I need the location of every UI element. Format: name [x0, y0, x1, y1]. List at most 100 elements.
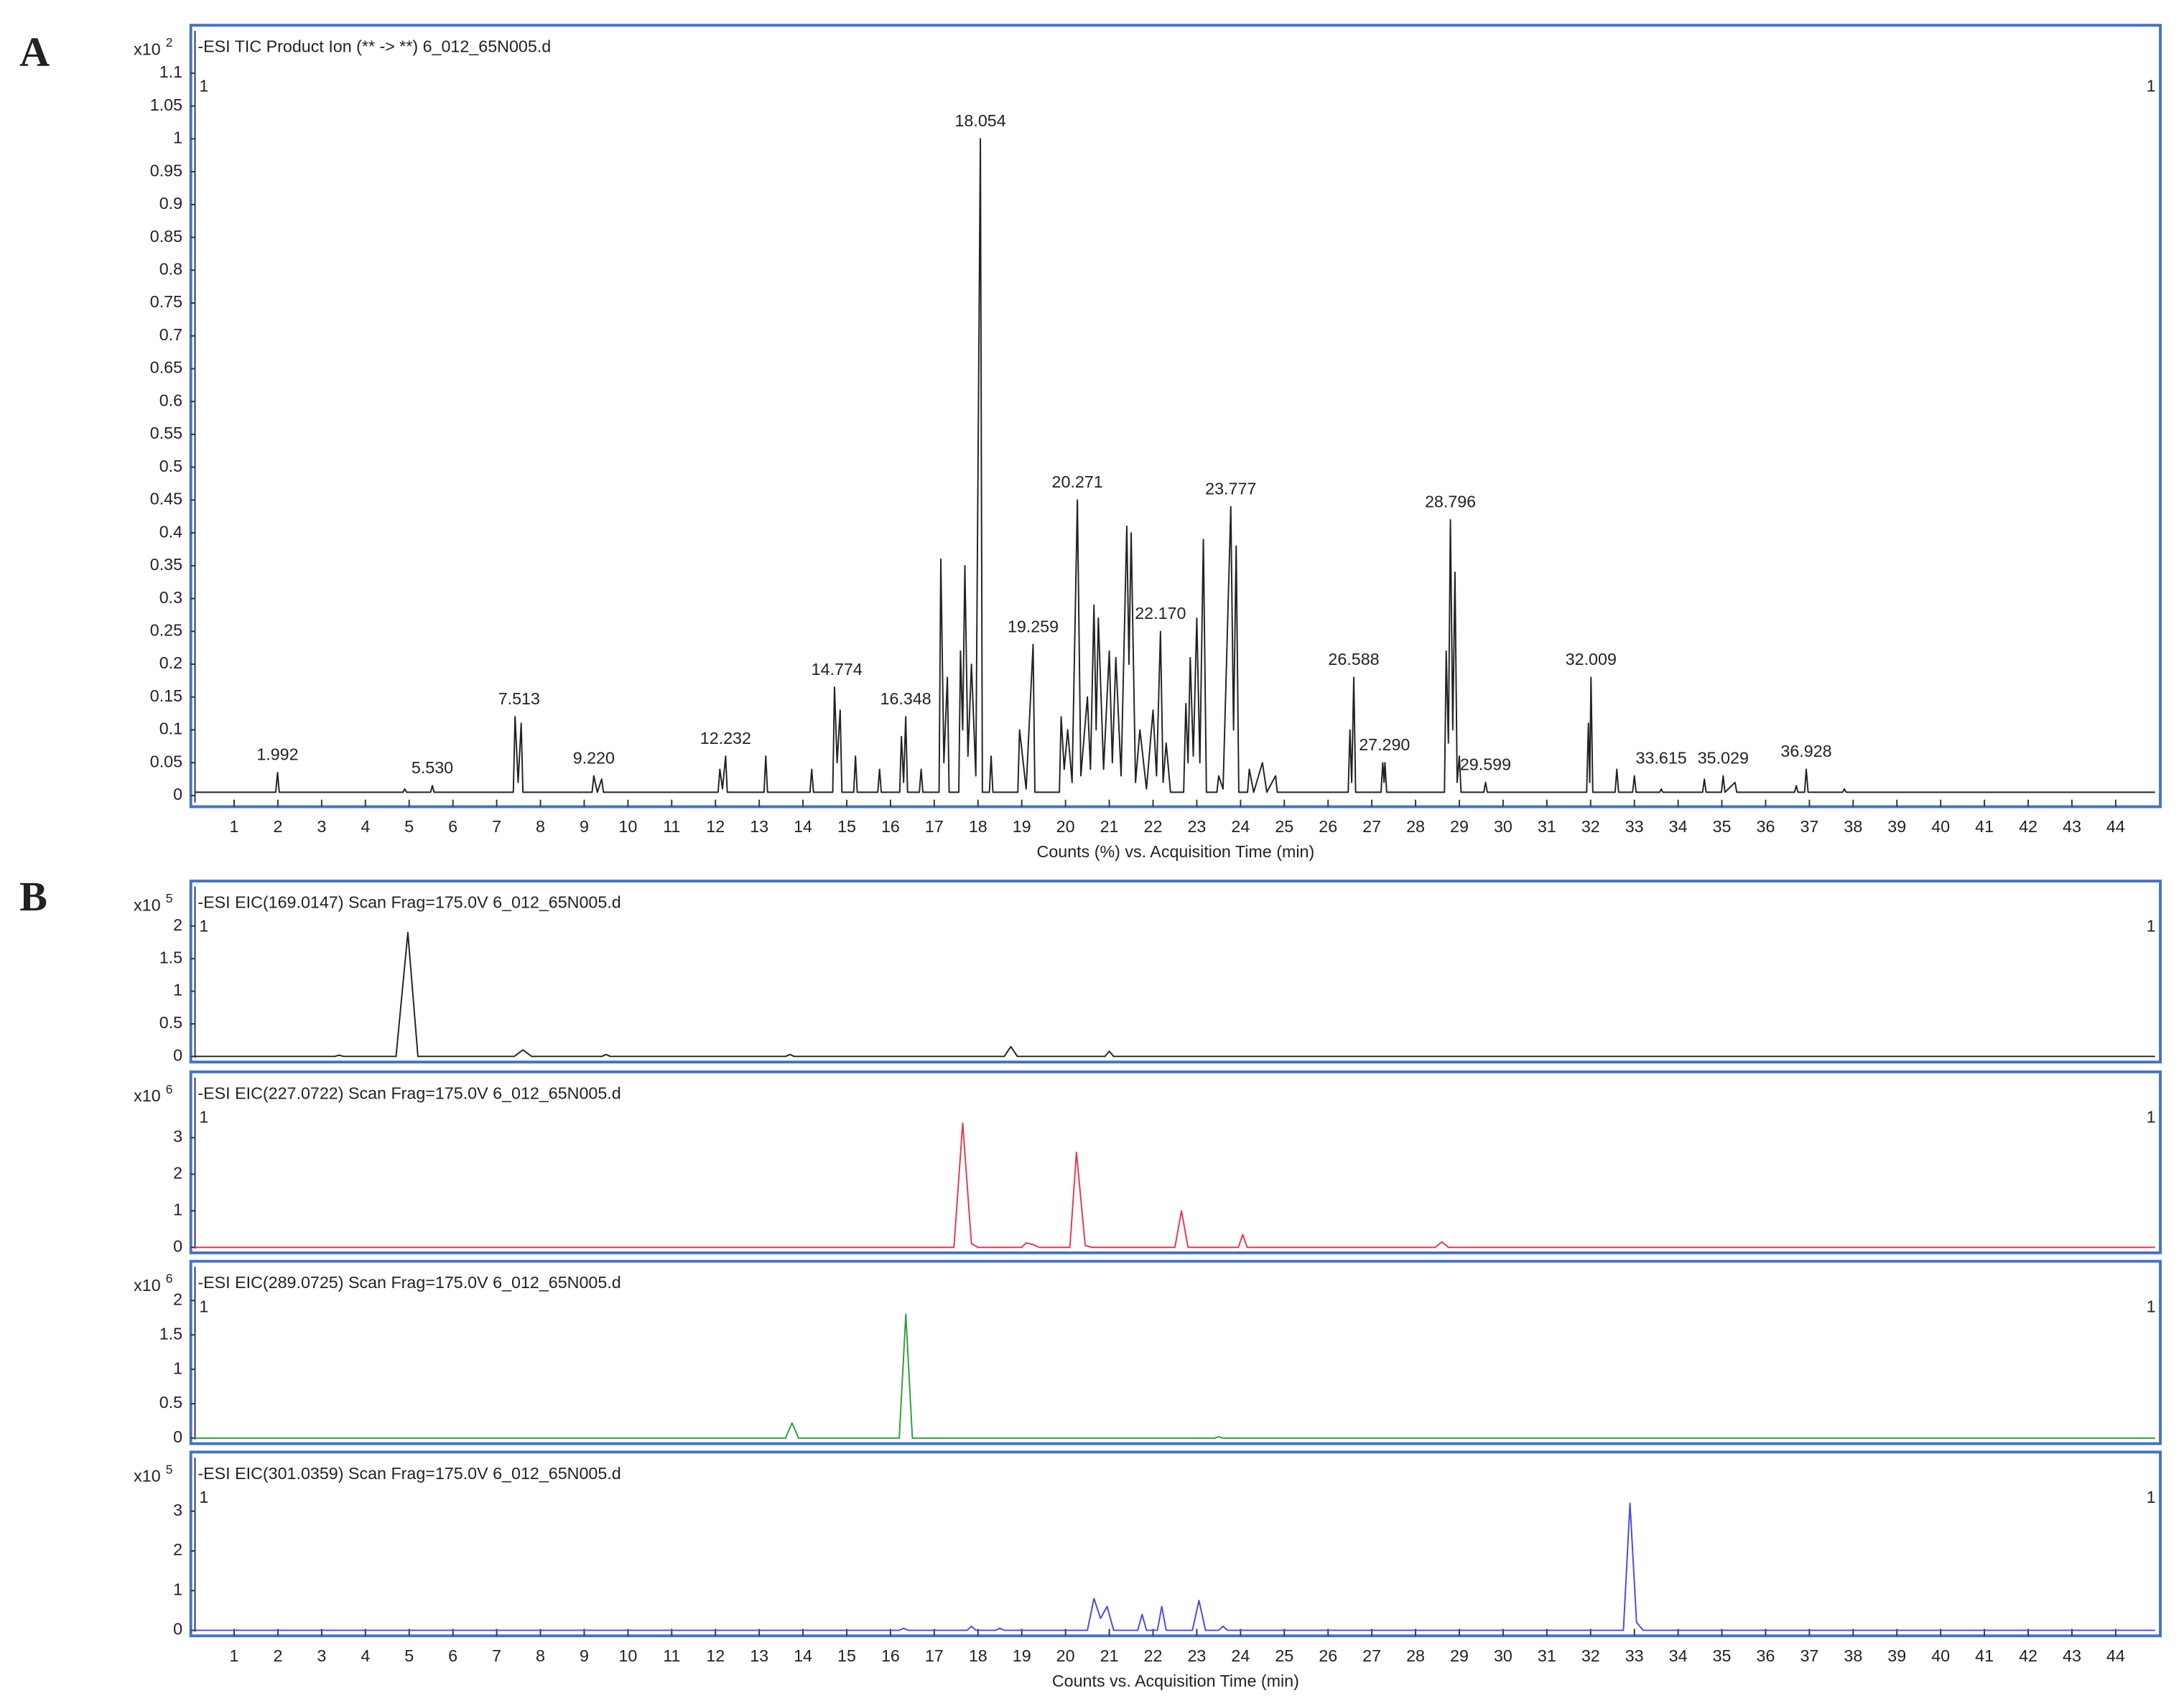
- x-tick-label: 25: [1275, 1646, 1293, 1665]
- x-tick-label: 34: [1669, 1646, 1688, 1665]
- x-tick-label: 33: [1625, 1646, 1644, 1665]
- y-tick-label: 0.7: [159, 325, 182, 344]
- peak-label: 36.928: [1780, 742, 1831, 760]
- x-tick-label: 18: [969, 1646, 988, 1665]
- y-tick-label: 0.85: [150, 227, 182, 246]
- y-tick-label: 0.5: [159, 1393, 182, 1412]
- y-tick-label: 1: [173, 129, 182, 147]
- x-tick-label: 15: [837, 817, 856, 836]
- x-tick-label: 14: [794, 1646, 812, 1665]
- x-tick-label: 24: [1231, 817, 1250, 836]
- scale-exponent: 2: [166, 35, 173, 50]
- corner-label: 1: [2147, 1107, 2156, 1126]
- x-tick-label: 8: [536, 817, 545, 836]
- chart-title: -ESI EIC(301.0359) Scan Frag=175.0V 6_01…: [198, 1464, 621, 1483]
- peak-label: 33.615: [1636, 748, 1687, 767]
- x-tick-label: 35: [1713, 817, 1732, 836]
- y-tick-label: 3: [173, 1501, 182, 1519]
- chart-title: -ESI EIC(289.0725) Scan Frag=175.0V 6_01…: [198, 1273, 621, 1292]
- x-tick-label: 28: [1406, 1646, 1425, 1665]
- y-tick-label: 0: [173, 785, 182, 803]
- x-tick-label: 19: [1013, 1646, 1031, 1665]
- y-tick-label: 0: [173, 1045, 182, 1064]
- x-tick-label: 20: [1056, 1646, 1075, 1665]
- x-tick-label: 37: [1800, 1646, 1818, 1665]
- y-tick-label: 0.3: [159, 588, 182, 607]
- trace: [195, 138, 2155, 793]
- scale-exponent: 5: [166, 891, 173, 905]
- y-tick-label: 2: [173, 1164, 182, 1183]
- x-tick-label: 29: [1450, 817, 1469, 836]
- y-tick-label: 0.65: [150, 358, 182, 377]
- x-tick-label: 25: [1275, 817, 1293, 836]
- scale-base: x10: [134, 1086, 161, 1105]
- peak-label: 5.530: [412, 758, 453, 777]
- x-tick-label: 17: [925, 1646, 944, 1665]
- x-tick-label: 28: [1406, 817, 1425, 836]
- peak-label: 12.232: [700, 729, 751, 747]
- y-tick-label: 0.15: [150, 686, 182, 705]
- chart-title: -ESI EIC(227.0722) Scan Frag=175.0V 6_01…: [198, 1083, 621, 1102]
- x-tick-label: 16: [881, 1646, 900, 1665]
- x-tick-label: 3: [317, 817, 326, 836]
- scale-base: x10: [134, 39, 161, 58]
- x-tick-label: 33: [1625, 817, 1644, 836]
- peak-label: 9.220: [573, 748, 615, 767]
- y-tick-label: 0: [173, 1236, 182, 1255]
- y-tick-label: 1: [173, 981, 182, 999]
- corner-label: 1: [2147, 1297, 2156, 1315]
- x-tick-label: 32: [1581, 817, 1600, 836]
- y-tick-label: 0.5: [159, 457, 182, 475]
- x-tick-label: 14: [794, 817, 812, 836]
- x-tick-label: 30: [1494, 1646, 1512, 1665]
- x-tick-label: 18: [969, 817, 988, 836]
- x-tick-label: 22: [1144, 817, 1163, 836]
- x-tick-label: 21: [1100, 817, 1119, 836]
- trace: [195, 1122, 2155, 1249]
- y-tick-label: 0.9: [159, 194, 182, 213]
- y-tick-label: 0.25: [150, 620, 182, 639]
- x-tick-label: 6: [448, 817, 457, 836]
- corner-label: 1: [199, 1297, 208, 1315]
- x-tick-label: 9: [580, 817, 589, 836]
- peak-label: 7.513: [498, 689, 540, 708]
- chart-title: -ESI EIC(169.0147) Scan Frag=175.0V 6_01…: [198, 892, 621, 911]
- y-tick-label: 1: [173, 1200, 182, 1218]
- y-tick-label: 2: [173, 1290, 182, 1308]
- x-tick-label: 10: [618, 1646, 637, 1665]
- peak-label: 29.599: [1460, 755, 1511, 773]
- y-tick-label: 0.05: [150, 752, 182, 770]
- scale-exponent: 6: [166, 1082, 173, 1096]
- peak-label: 19.259: [1008, 617, 1059, 635]
- y-tick-label: 1.05: [150, 95, 182, 114]
- x-tick-label: 41: [1975, 817, 1994, 836]
- x-tick-label: 38: [1844, 817, 1862, 836]
- corner-label: 1: [199, 917, 208, 936]
- y-tick-label: 0.6: [159, 391, 182, 409]
- plot-frame: [189, 880, 2162, 1064]
- x-tick-label: 7: [492, 817, 501, 836]
- scale-base: x10: [134, 895, 161, 914]
- y-tick-label: 0.1: [159, 719, 182, 738]
- y-tick-label: 3: [173, 1127, 182, 1146]
- x-tick-label: 22: [1144, 1646, 1163, 1665]
- plot-frame: [189, 1070, 2162, 1254]
- x-tick-label: 10: [618, 817, 637, 836]
- x-tick-label: 39: [1887, 817, 1906, 836]
- y-tick-label: 1: [173, 1580, 182, 1598]
- peak-label: 18.054: [954, 111, 1005, 130]
- x-tick-label: 16: [881, 817, 900, 836]
- x-tick-label: 11: [663, 1646, 680, 1665]
- peak-label: 23.777: [1205, 479, 1256, 498]
- y-tick-label: 0.35: [150, 555, 182, 574]
- x-tick-label: 36: [1757, 817, 1775, 836]
- plot-frame: [189, 24, 2162, 808]
- peak-label: 28.796: [1425, 493, 1476, 511]
- y-tick-label: 1.1: [159, 62, 182, 81]
- panel-letter: B: [19, 873, 47, 920]
- x-tick-label: 7: [492, 1646, 501, 1665]
- x-tick-label: 11: [663, 817, 680, 836]
- peak-label: 27.290: [1359, 735, 1410, 754]
- x-tick-label: 19: [1013, 817, 1031, 836]
- x-tick-label: 37: [1800, 817, 1818, 836]
